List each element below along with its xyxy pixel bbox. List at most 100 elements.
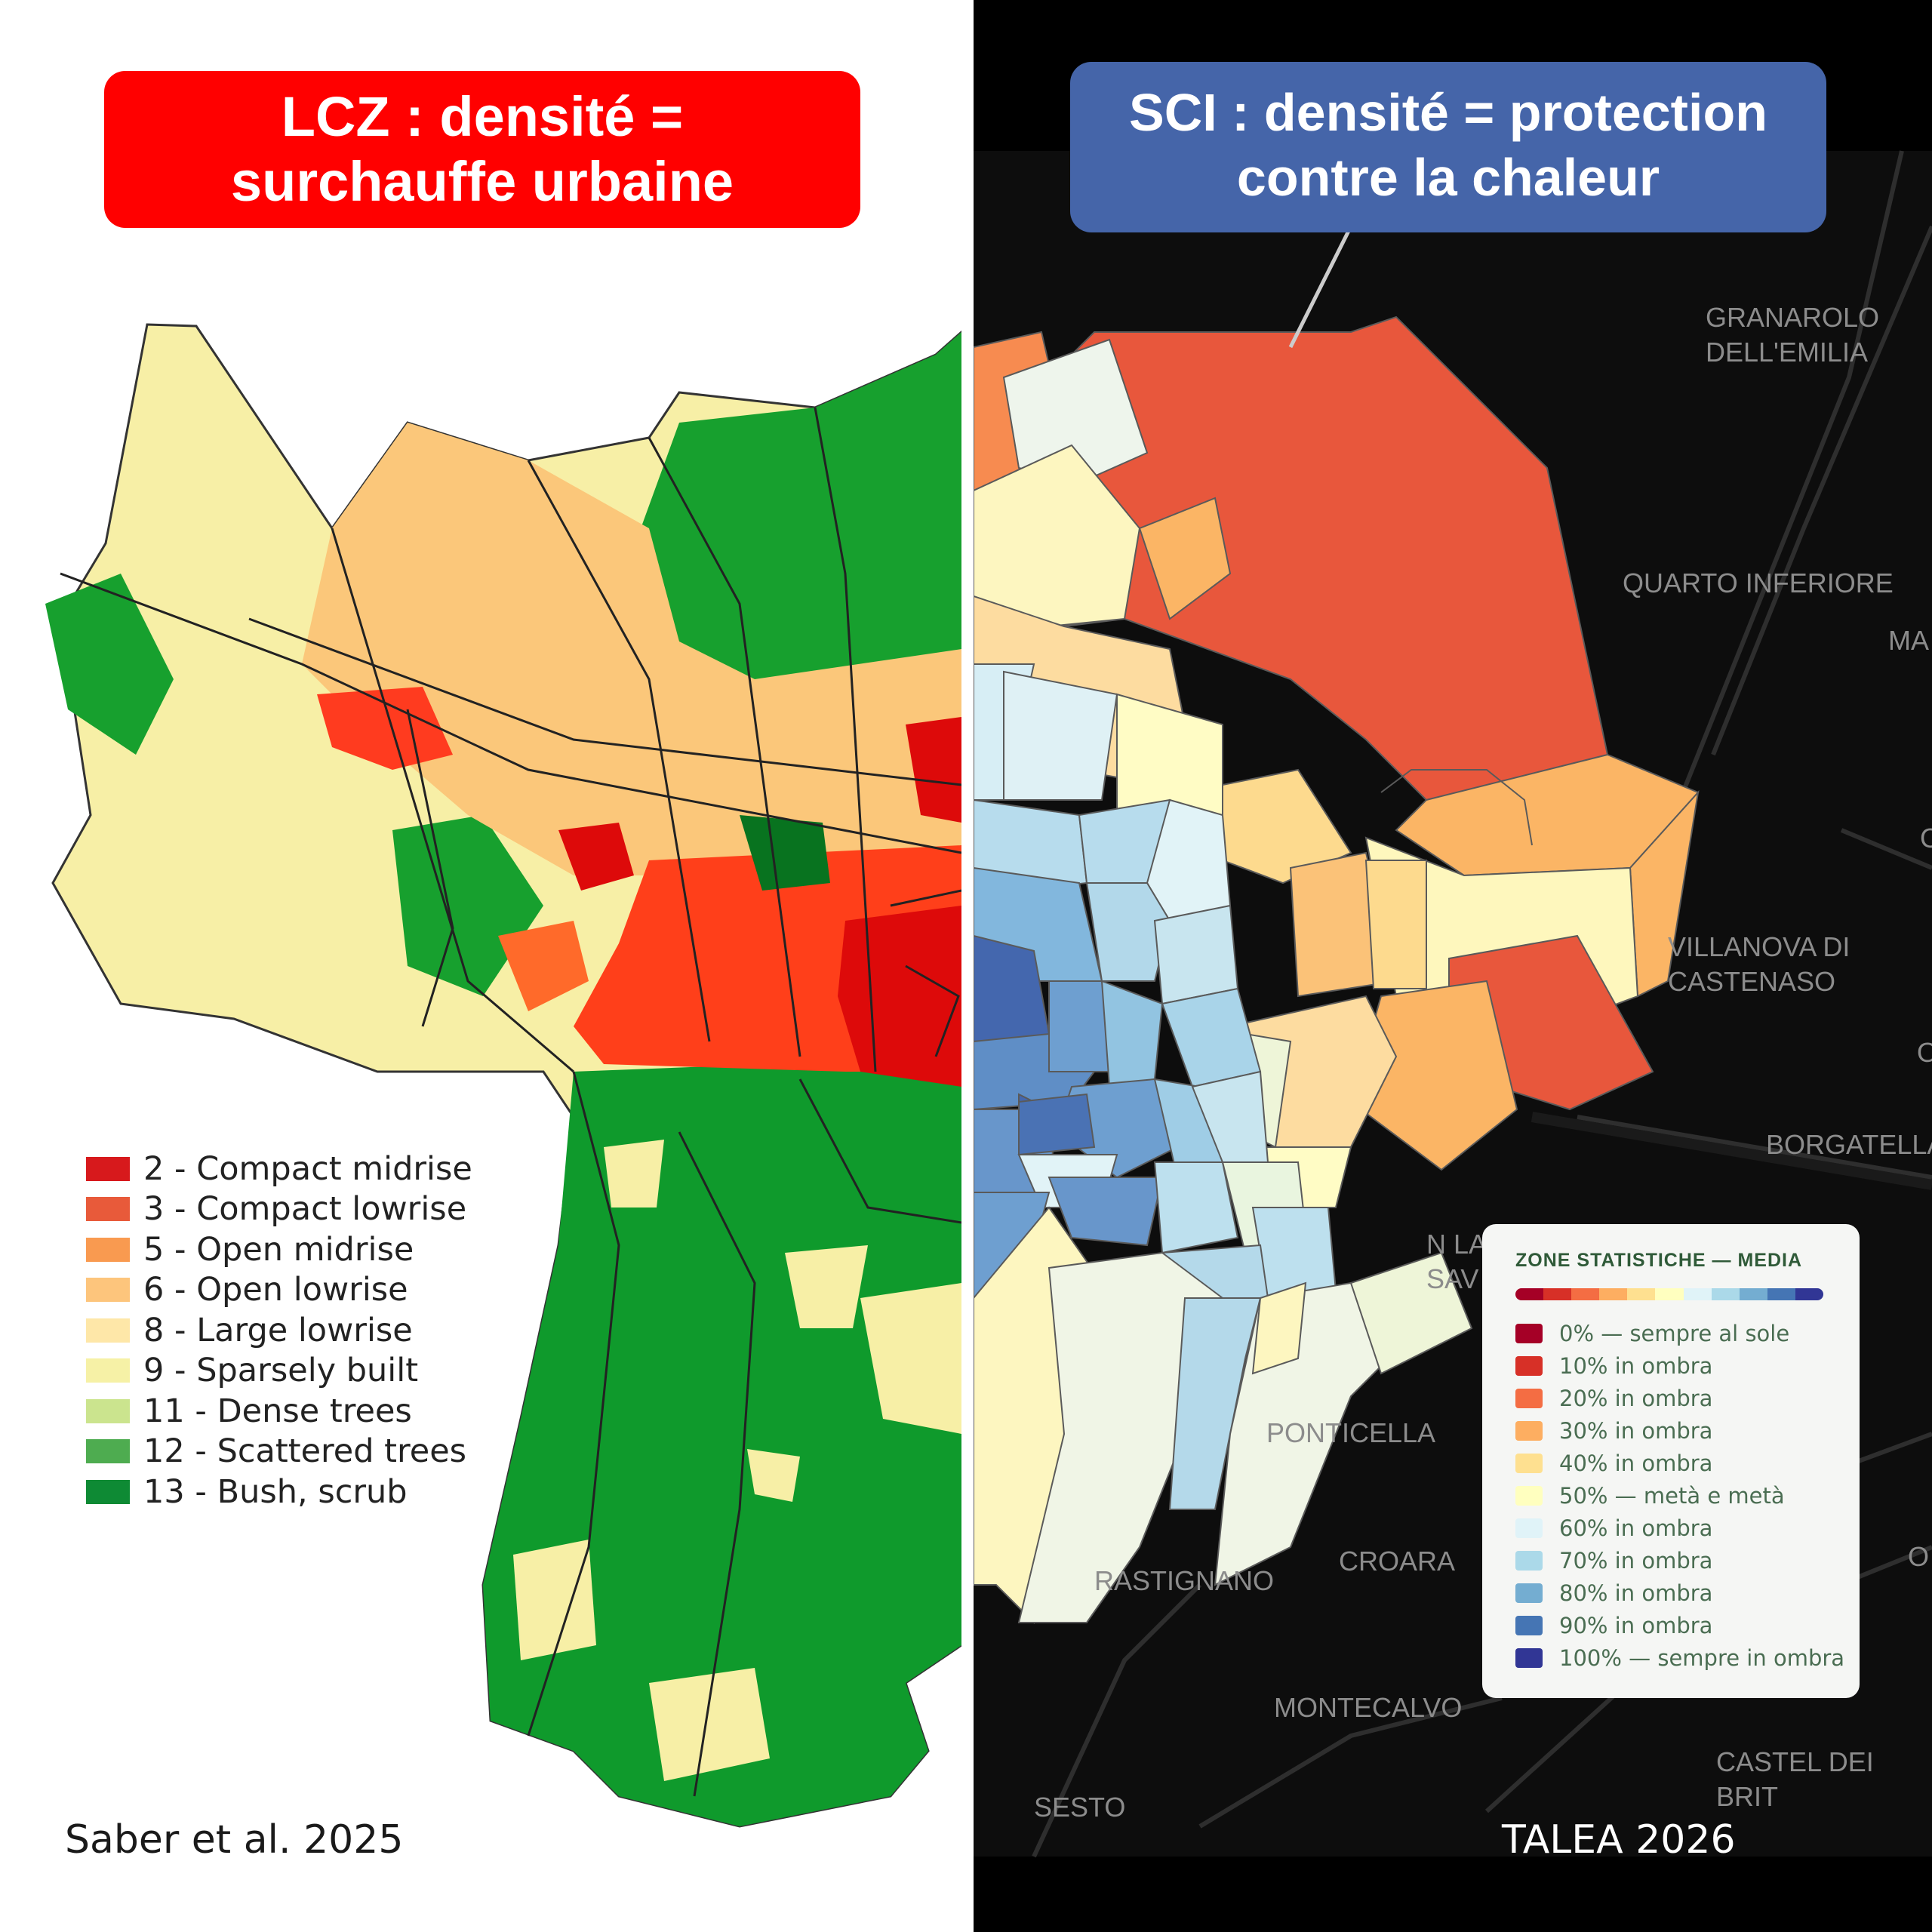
highway [1531, 1112, 1932, 1190]
sci-legend-item: 80% in ombra [1515, 1577, 1860, 1609]
ramp-step [1627, 1288, 1656, 1300]
place-label-ma: MA [1888, 625, 1929, 656]
lcz-compact-lowrise-3 [498, 921, 589, 1011]
place-label-croara: CROARA [1339, 1546, 1456, 1577]
legend-label: 40% in ombra [1559, 1450, 1713, 1476]
place-label-savena: N LA SAV [1426, 1229, 1487, 1294]
sci-legend-ramp [1515, 1288, 1823, 1300]
ramp-step [1767, 1288, 1795, 1300]
lcz-title-line2: surchauffe urbaine [230, 150, 734, 213]
ramp-step [1655, 1288, 1684, 1300]
sci-legend-item: 30% in ombra [1515, 1414, 1860, 1447]
legend-label: 9 - Sparsely built [143, 1352, 419, 1390]
sci-legend-item: 10% in ombra [1515, 1349, 1860, 1382]
legend-label: 2 - Compact midrise [143, 1149, 472, 1188]
sci-legend-item: 100% — sempre in ombra [1515, 1641, 1860, 1674]
legend-swatch [86, 1237, 130, 1262]
place-label-villanova: VILLANOVA DI CASTENASO [1668, 931, 1850, 997]
legend-label: 8 - Large lowrise [143, 1311, 413, 1349]
lcz-legend-item: 13 - Bush, scrub [86, 1472, 472, 1512]
lcz-legend-item: 12 - Scattered trees [86, 1432, 472, 1472]
legend-swatch [1515, 1485, 1543, 1506]
panel-divider [961, 0, 974, 1932]
sci-credit: TALEA 2026 [1502, 1817, 1736, 1863]
legend-swatch [1515, 1615, 1543, 1635]
legend-label: 70% in ombra [1559, 1547, 1713, 1574]
legend-swatch [86, 1439, 130, 1464]
legend-label: 11 - Dense trees [143, 1392, 412, 1430]
sci-title-line2: contre la chaleur [1236, 148, 1660, 207]
legend-label: 5 - Open midrise [143, 1230, 414, 1269]
legend-swatch [86, 1197, 130, 1222]
place-label-rastignano: RASTIGNANO [1094, 1565, 1275, 1596]
legend-swatch [1515, 1550, 1543, 1571]
lcz-bush-scrub [740, 815, 830, 891]
legend-swatch [1515, 1583, 1543, 1603]
sci-legend-item: 70% in ombra [1515, 1544, 1860, 1577]
place-label-partial: O [1917, 1037, 1932, 1068]
legend-swatch [1515, 1518, 1543, 1538]
place-label-quarto: QUARTO INFERIORE [1623, 568, 1894, 598]
legend-swatch [1515, 1355, 1543, 1376]
sci-legend-header: ZONE STATISTICHE — MEDIA [1515, 1250, 1803, 1271]
place-label-borgatella: BORGATELLA [1766, 1129, 1932, 1160]
legend-swatch [86, 1479, 130, 1504]
ramp-step [1571, 1288, 1600, 1300]
lcz-sparse-s6 [747, 1449, 800, 1502]
legend-swatch [1515, 1647, 1543, 1668]
place-label-castel: CASTEL DEI BRIT [1716, 1746, 1874, 1812]
place-label-granarolo: GRANAROLO DELL'EMILIA [1706, 302, 1880, 368]
lcz-green-west [45, 574, 174, 755]
lcz-sparse-s3 [513, 1540, 596, 1660]
lcz-compact-lowrise-1 [317, 687, 453, 770]
lcz-sparse-s5 [604, 1140, 664, 1208]
sci-legend-item: 20% in ombra [1515, 1382, 1860, 1414]
ramp-step [1739, 1288, 1767, 1300]
lcz-compact-midrise-3 [906, 717, 961, 823]
ramp-step [1795, 1288, 1823, 1300]
legend-label: 12 - Scattered trees [143, 1432, 467, 1471]
legend-label: 80% in ombra [1559, 1580, 1713, 1606]
sci-legend-item: 60% in ombra [1515, 1512, 1860, 1544]
place-label-montecalvo: MONTECALVO [1274, 1692, 1463, 1723]
sci-title-line1: SCI : densité = protection [1129, 83, 1767, 142]
legend-swatch [86, 1156, 130, 1181]
legend-swatch [86, 1398, 130, 1423]
ramp-step [1683, 1288, 1712, 1300]
legend-label: 60% in ombra [1559, 1515, 1713, 1541]
legend-label: 100% — sempre in ombra [1559, 1644, 1845, 1671]
sci-legend-item: 90% in ombra [1515, 1609, 1860, 1641]
lcz-legend: 2 - Compact midrise 3 - Compact lowrise … [86, 1149, 472, 1512]
lcz-title-line1: LCZ : densité = [281, 85, 684, 148]
lcz-sparse-s1 [785, 1245, 868, 1328]
legend-swatch [1515, 1323, 1543, 1343]
zone-line [1380, 769, 1533, 846]
railway-line [1288, 225, 1353, 349]
lcz-panel: LCZ : densité = surchauffe urbaine 2 - C… [45, 71, 963, 1863]
lcz-compact-midrise-2 [558, 823, 634, 891]
legend-label: 50% — metà e metà [1559, 1482, 1785, 1509]
legend-label: 6 - Open lowrise [143, 1271, 408, 1309]
legend-swatch [1515, 1453, 1543, 1473]
legend-swatch [1515, 1388, 1543, 1408]
lcz-legend-item: 8 - Large lowrise [86, 1310, 472, 1351]
lcz-credit: Saber et al. 2025 [65, 1817, 404, 1863]
legend-label: 0% — sempre al sole [1559, 1320, 1790, 1346]
place-label-partial: C [1920, 823, 1932, 854]
lcz-legend-item: 6 - Open lowrise [86, 1270, 472, 1311]
place-label-sesto: SESTO [1034, 1792, 1126, 1823]
sci-title: SCI : densité = protection contre la cha… [1070, 62, 1826, 232]
ramp-step [1543, 1288, 1572, 1300]
sci-zones [974, 315, 1700, 1624]
legend-label: 90% in ombra [1559, 1612, 1713, 1638]
legend-label: 10% in ombra [1559, 1352, 1713, 1379]
bottom-black-band [974, 1857, 1932, 1932]
place-label-partial: O [1908, 1541, 1930, 1572]
lcz-title: LCZ : densité = surchauffe urbaine [104, 71, 860, 228]
legend-label: 30% in ombra [1559, 1417, 1713, 1444]
sci-map [974, 0, 1932, 1932]
lcz-legend-item: 9 - Sparsely built [86, 1351, 472, 1392]
legend-label: 20% in ombra [1559, 1385, 1713, 1411]
lcz-map [45, 323, 963, 1828]
lcz-sparse-s2 [860, 1283, 961, 1434]
